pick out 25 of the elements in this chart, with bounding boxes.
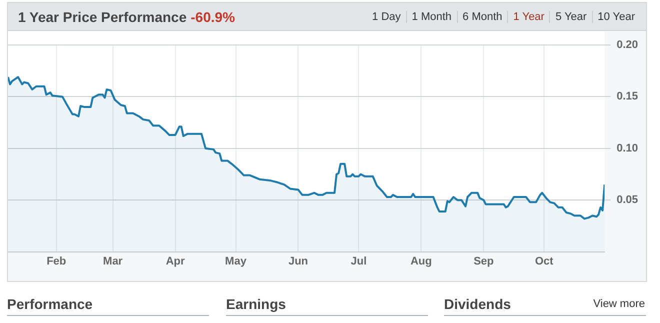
x-tick-label: Apr	[166, 255, 186, 268]
x-tick-label: Mar	[103, 255, 124, 268]
x-tick-label: Jun	[288, 255, 308, 268]
text: Dividends	[444, 296, 511, 312]
text: Performance	[7, 296, 209, 316]
text: 5 Year	[549, 11, 592, 23]
x-tick-label: Sep	[474, 255, 494, 268]
x-tick-label: May	[225, 255, 248, 268]
y-tick-label: 0.20	[616, 39, 638, 52]
x-tick-label: Oct	[534, 255, 554, 268]
y-tick-label: 0.05	[616, 194, 638, 206]
text: 1 Day	[371, 11, 402, 23]
y-tick-label: 0.10	[616, 142, 638, 154]
y-tick-label: 0.15	[616, 90, 638, 103]
x-tick-label: Feb	[46, 255, 66, 268]
text: 1 Month	[406, 11, 457, 23]
text: Earnings	[226, 296, 428, 316]
text: 6 Month	[456, 11, 508, 23]
x-tick-label: Jul	[350, 255, 367, 268]
x-tick-label: Aug	[410, 255, 432, 268]
text: View more	[593, 298, 645, 312]
text: 1 Year	[507, 11, 550, 23]
chart-title: 1 Year Price Performance	[18, 9, 187, 25]
text: 10 Year	[592, 11, 640, 23]
chart-subtitle: -60.9%	[190, 9, 235, 25]
